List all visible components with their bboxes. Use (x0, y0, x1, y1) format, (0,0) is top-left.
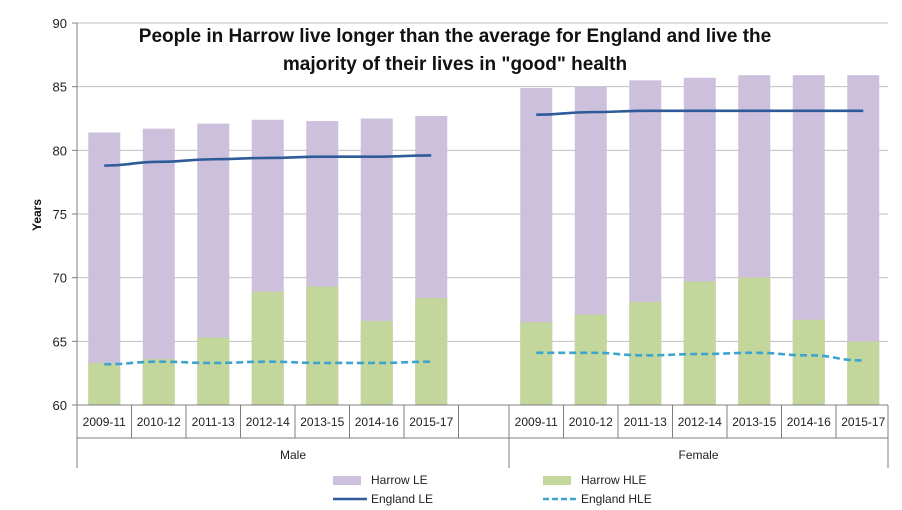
bar-harrow-hle (574, 314, 607, 405)
legend-label: England HLE (581, 492, 652, 506)
bar-harrow-hle (847, 341, 880, 405)
bar-harrow-hle (629, 301, 662, 405)
bar-harrow-hle (792, 319, 825, 405)
bar-harrow-hle (683, 281, 716, 405)
bar-harrow-hle (520, 322, 553, 405)
y-tick-label: 90 (53, 16, 67, 31)
bar-harrow-hle (306, 286, 339, 405)
legend-label: England LE (371, 492, 433, 506)
x-tick-label: 2012-14 (678, 415, 722, 429)
bars (88, 75, 880, 406)
y-tick-label: 65 (53, 334, 67, 349)
y-tick-label: 80 (53, 143, 67, 158)
line-england-le (536, 109, 864, 116)
x-group-label: Female (678, 448, 718, 462)
x-tick-label: 2014-16 (355, 415, 399, 429)
bar-harrow-le (88, 132, 121, 406)
legend-item-england-le: England LE (333, 492, 433, 506)
x-tick-label: 2010-12 (569, 415, 613, 429)
bar-harrow-hle (142, 359, 175, 405)
bar-harrow-hle (415, 298, 448, 405)
y-tick-label: 60 (53, 398, 67, 413)
legend-swatch (543, 476, 571, 485)
bar-harrow-hle (197, 337, 230, 405)
legend-item-harrow-le: Harrow LE (333, 473, 428, 487)
bar-harrow-hle (738, 277, 771, 405)
legend-swatch (333, 476, 361, 485)
line-england-le (104, 154, 432, 167)
x-tick-label: 2013-15 (300, 415, 344, 429)
series-lines (104, 109, 864, 366)
x-tick-label: 2011-13 (624, 415, 667, 429)
x-tick-label: 2009-11 (515, 415, 558, 429)
legend-label: Harrow LE (371, 473, 428, 487)
legend-item-harrow-hle: Harrow HLE (543, 473, 646, 487)
chart-title-line-2: majority of their lives in "good" health (283, 54, 627, 75)
x-tick-label: 2015-17 (409, 415, 453, 429)
x-tick-label: 2012-14 (246, 415, 290, 429)
x-tick-label: 2013-15 (732, 415, 776, 429)
x-tick-label: 2015-17 (841, 415, 885, 429)
chart-title: People in Harrow live longer than the av… (139, 26, 771, 75)
y-tick-label: 85 (53, 80, 67, 95)
chart-title-line-1: People in Harrow live longer than the av… (139, 26, 771, 47)
axes: 60 65 70 75 80 85 90 2009-11 2010-12 2011-13 2012-… (53, 16, 889, 468)
bar-harrow-le (142, 128, 175, 406)
y-tick-label: 70 (53, 271, 67, 286)
x-tick-label: 2014-16 (787, 415, 831, 429)
bar-harrow-hle (88, 362, 121, 405)
bar-harrow-hle (360, 320, 393, 405)
x-tick-label: 2011-13 (192, 415, 235, 429)
legend-item-england-hle: England HLE (543, 492, 652, 506)
y-tick-label: 75 (53, 207, 67, 222)
x-group-label: Male (280, 448, 306, 462)
bar-harrow-hle (251, 291, 284, 405)
legend: Harrow LE Harrow HLE England LE England HLE (333, 473, 652, 506)
x-tick-label: 2009-11 (83, 415, 126, 429)
legend-label: Harrow HLE (581, 473, 646, 487)
y-axis-label: Years (30, 199, 44, 231)
x-tick-label: 2010-12 (137, 415, 181, 429)
